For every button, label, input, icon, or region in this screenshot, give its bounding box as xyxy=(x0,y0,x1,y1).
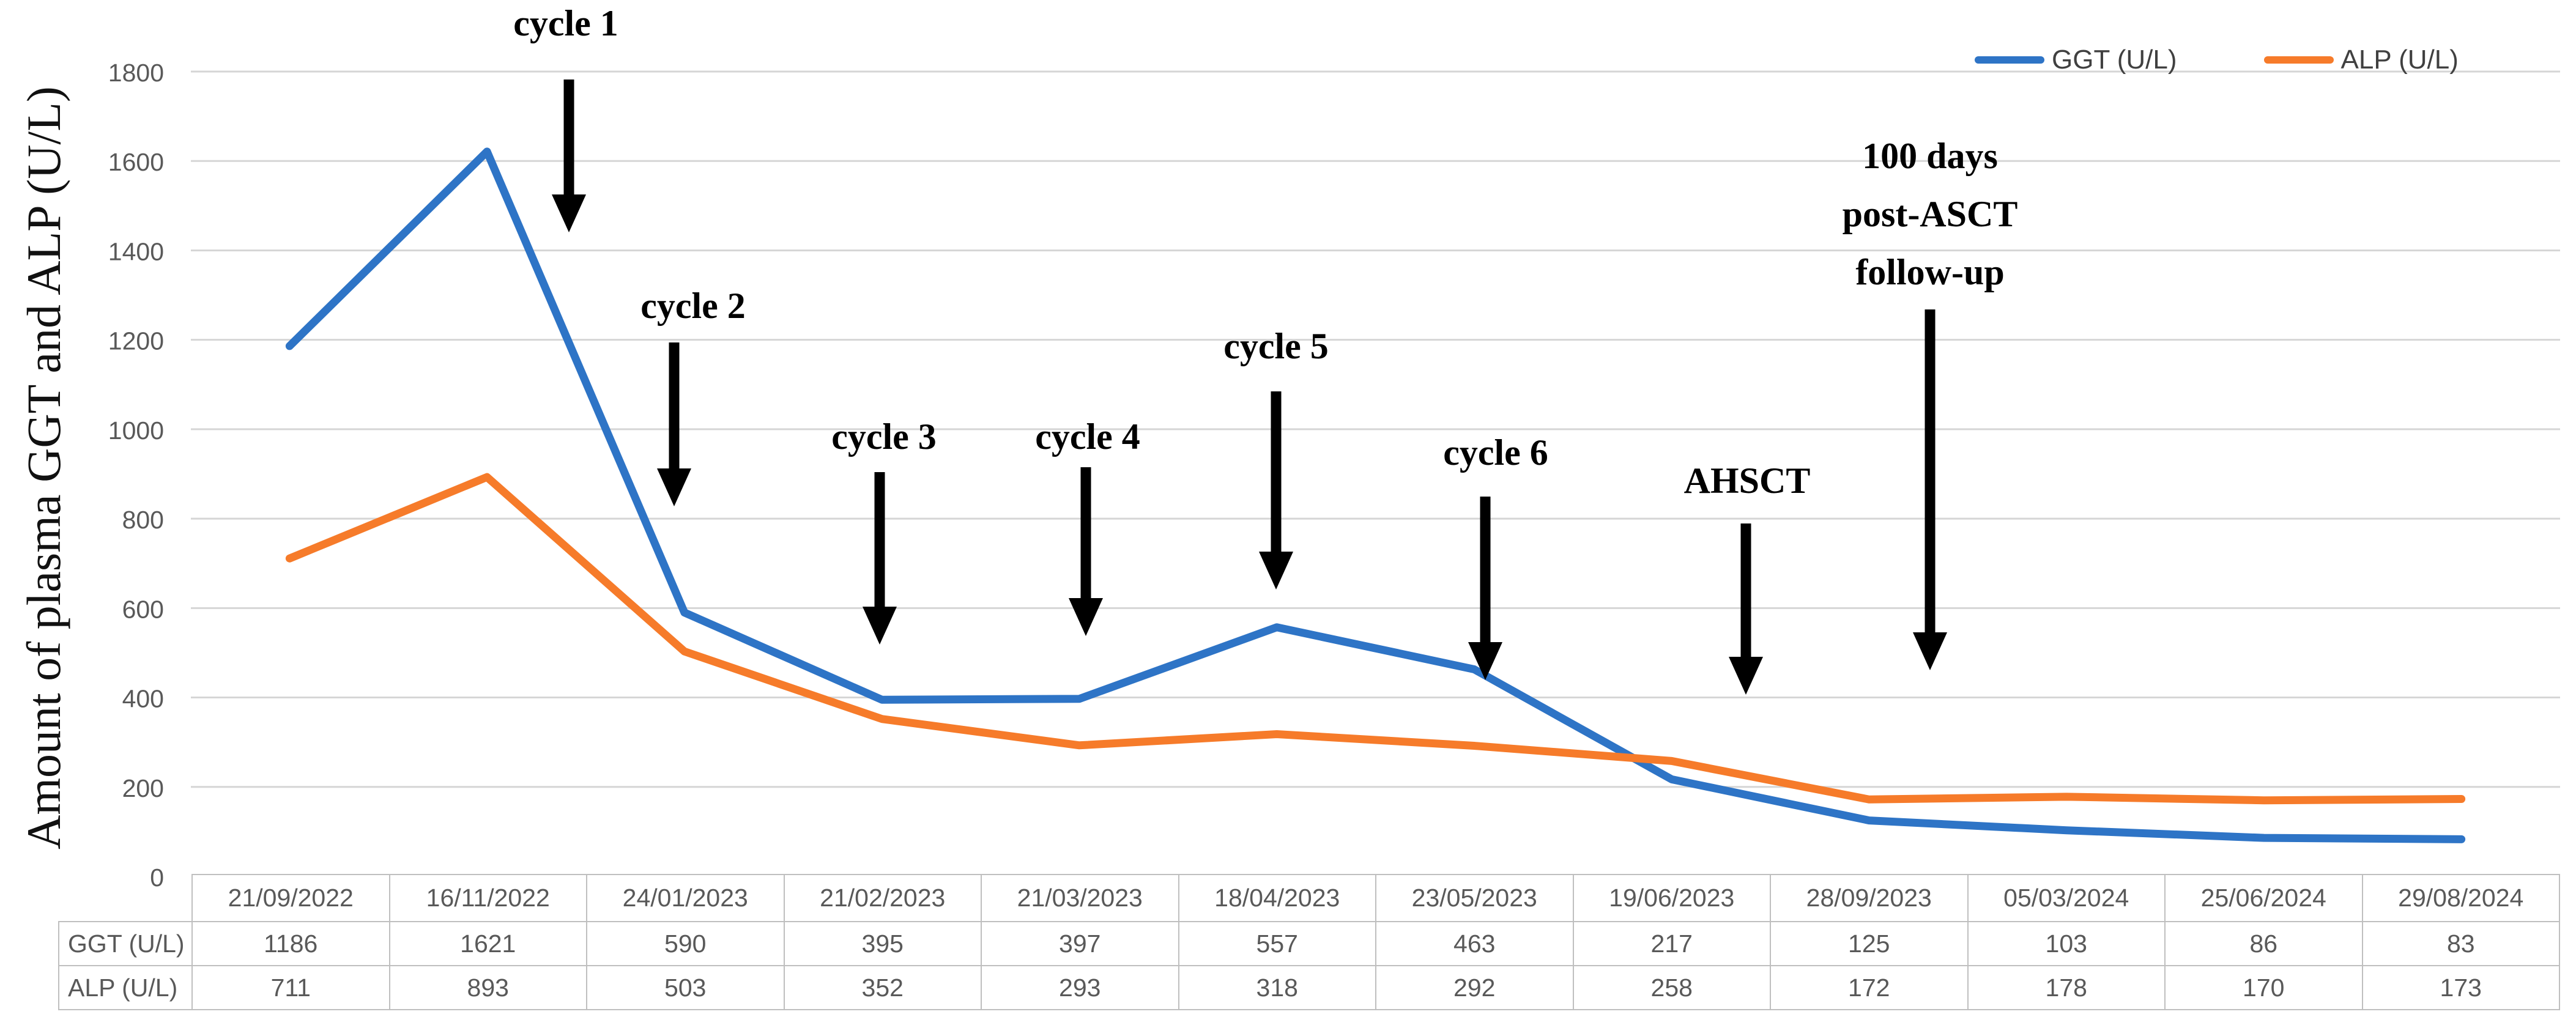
annotation-label: cycle 4 xyxy=(1035,416,1140,457)
annotation-label: cycle 1 xyxy=(513,3,618,43)
date-cell: 21/09/2022 xyxy=(191,874,390,922)
ggt-value-cell: 1186 xyxy=(191,921,390,966)
y-tick-label: 1000 xyxy=(108,416,164,445)
ggt-value-cell: 463 xyxy=(1375,921,1574,966)
alp-value-cell: 173 xyxy=(2361,965,2560,1010)
y-tick-label: 200 xyxy=(122,774,164,802)
annotation-arrow-head-icon xyxy=(657,468,691,506)
annotation-arrow-head-icon xyxy=(1729,657,1763,695)
y-tick-label: 800 xyxy=(122,506,164,534)
date-cell: 23/05/2023 xyxy=(1375,874,1574,922)
ggt-value-cell: 86 xyxy=(2164,921,2363,966)
annotation-arrow-head-icon xyxy=(1259,552,1293,590)
legend-item-ggt: GGT (U/L) xyxy=(1975,45,2177,75)
alp-value-cell: 503 xyxy=(586,965,785,1010)
annotation-arrow-head-icon xyxy=(863,607,897,645)
date-cell: 18/04/2023 xyxy=(1178,874,1376,922)
annotation-label: AHSCT xyxy=(1684,460,1811,501)
dates-row: 21/09/2022 16/11/2022 24/01/2023 21/02/2023… xyxy=(59,874,2560,922)
legend-label-ggt: GGT (U/L) xyxy=(2052,45,2177,75)
y-axis-title: Amount of plasma GGT and ALP (U/L) xyxy=(17,86,70,849)
ggt-value-cell: 83 xyxy=(2361,921,2560,966)
ggt-value-cell: 395 xyxy=(783,921,982,966)
date-cell: 25/06/2024 xyxy=(2164,874,2363,922)
y-tick-label: 1800 xyxy=(108,59,164,87)
alp-value-cell: 172 xyxy=(1770,965,1969,1010)
ggt-line-swatch-icon xyxy=(1975,56,2044,64)
date-cell: 29/08/2024 xyxy=(2361,874,2560,922)
alp-value-cell: 893 xyxy=(388,965,587,1010)
ggt-value-cell: 125 xyxy=(1770,921,1969,966)
annotation-arrow-head-icon xyxy=(552,194,586,232)
ggt-value-cell: 217 xyxy=(1572,921,1771,966)
alp-value-cell: 258 xyxy=(1572,965,1771,1010)
series-line-ggt xyxy=(285,147,2466,843)
alp-value-cell: 170 xyxy=(2164,965,2363,1010)
date-cell: 21/02/2023 xyxy=(783,874,982,922)
ggt-value-cell: 590 xyxy=(586,921,785,966)
date-cell: 21/03/2023 xyxy=(981,874,1179,922)
ggt-row-header: GGT (U/L) xyxy=(58,921,193,966)
corner-cell xyxy=(59,875,192,922)
alp-row-header: ALP (U/L) xyxy=(58,965,193,1010)
series-line-alp xyxy=(285,473,2466,805)
date-cell: 19/06/2023 xyxy=(1572,874,1771,922)
annotation-arrow-head-icon xyxy=(1069,598,1103,636)
annotation-label: post-ASCT xyxy=(1843,194,2018,234)
date-cell: 24/01/2023 xyxy=(586,874,785,922)
legend: GGT (U/L) ALP (U/L) xyxy=(1975,43,2459,77)
y-tick-label: 1400 xyxy=(108,237,164,265)
annotation-label: cycle 6 xyxy=(1443,432,1548,473)
date-cell: 16/11/2022 xyxy=(388,874,587,922)
ggt-value-cell: 397 xyxy=(981,921,1179,966)
legend-item-alp: ALP (U/L) xyxy=(2263,45,2459,75)
y-tick-label: 600 xyxy=(122,595,164,623)
annotation-arrow-head-icon xyxy=(1913,632,1947,670)
alp-row: ALP (U/L) 711 893 503 352 293 318 292 258 172 178… xyxy=(58,965,2560,1010)
annotation-label: cycle 3 xyxy=(831,416,937,457)
legend-label-alp: ALP (U/L) xyxy=(2340,45,2459,75)
alp-value-cell: 178 xyxy=(1967,965,2166,1010)
y-tick-label: 1200 xyxy=(108,327,164,355)
date-cell: 28/09/2023 xyxy=(1770,874,1969,922)
annotation-label: cycle 5 xyxy=(1223,326,1329,366)
ggt-row: GGT (U/L) 1186 1621 590 395 397 557 463 217 125 1… xyxy=(58,921,2560,966)
annotation-label: 100 days xyxy=(1862,136,1998,176)
annotation-arrow-head-icon xyxy=(1468,642,1502,680)
alp-value-cell: 292 xyxy=(1375,965,1574,1010)
y-tick-label: 0 xyxy=(150,863,164,892)
alp-value-cell: 711 xyxy=(191,965,390,1010)
alp-value-cell: 293 xyxy=(981,965,1179,1010)
ggt-value-cell: 103 xyxy=(1967,921,2166,966)
alp-value-cell: 352 xyxy=(783,965,982,1010)
annotation-label: cycle 2 xyxy=(640,286,746,326)
date-cell: 05/03/2024 xyxy=(1967,874,2166,922)
y-tick-label: 1600 xyxy=(108,148,164,176)
annotation-label: follow-up xyxy=(1855,252,2004,292)
y-tick-label: 400 xyxy=(122,685,164,713)
ggt-value-cell: 557 xyxy=(1178,921,1376,966)
lab-values-table: 21/09/2022 16/11/2022 24/01/2023 21/02/2023… xyxy=(58,874,2560,1010)
alp-line-swatch-icon xyxy=(2263,56,2334,64)
ggt-value-cell: 1621 xyxy=(388,921,587,966)
alp-value-cell: 318 xyxy=(1178,965,1376,1010)
